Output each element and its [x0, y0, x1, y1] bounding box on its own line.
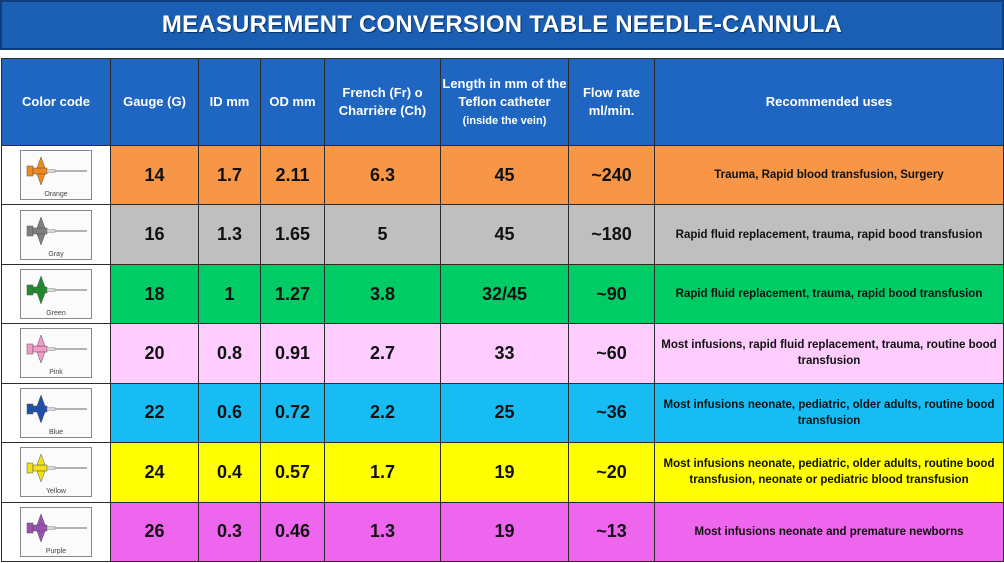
cannula-color-label: Yellow	[46, 488, 66, 496]
cannula-image: Orange	[20, 150, 92, 201]
cannula-icon	[26, 156, 87, 186]
recommended-uses-cell: Trauma, Rapid blood transfusion, Surgery	[654, 144, 1004, 206]
cannula-color-label: Gray	[48, 250, 64, 258]
od-cell: 0.46	[260, 501, 325, 563]
flow-rate-cell: ~60	[568, 323, 655, 384]
color-code-cell: Pink	[1, 323, 111, 384]
length-cell: 45	[440, 144, 569, 206]
table-row: Pink 20 0.8 0.91 2.7 33 ~60 Most infusions, rap…	[1, 323, 1004, 384]
french-cell: 3.8	[324, 263, 441, 325]
header-flow-rate: Flow rate ml/min.	[568, 58, 655, 146]
recommended-uses-cell: Most infusions, rapid fluid replacement,…	[654, 323, 1004, 384]
id-cell: 0.3	[198, 501, 261, 563]
table-row: Green 18 1 1.27 3.8 32/45 ~90 Rapid fluid repla…	[1, 263, 1004, 325]
gauge-cell: 24	[110, 442, 199, 503]
od-cell: 0.72	[260, 382, 325, 444]
gauge-cell: 16	[110, 204, 199, 265]
length-cell: 33	[440, 323, 569, 384]
color-code-cell: Gray	[1, 204, 111, 265]
color-code-cell: Blue	[1, 382, 111, 444]
header-id: ID mm	[198, 58, 261, 146]
recommended-uses-cell: Most infusions neonate, pediatric, older…	[654, 442, 1004, 503]
cannula-icon	[26, 453, 87, 484]
flow-rate-cell: ~180	[568, 204, 655, 265]
flow-rate-cell: ~20	[568, 442, 655, 503]
header-recommended-uses: Recommended uses	[654, 58, 1004, 146]
french-cell: 5	[324, 204, 441, 265]
color-code-cell: Green	[1, 263, 111, 325]
cannula-color-label: Green	[46, 310, 66, 318]
cannula-image: Gray	[20, 209, 92, 260]
od-cell: 1.65	[260, 204, 325, 265]
cannula-icon	[26, 513, 87, 543]
cannula-icon	[26, 334, 87, 365]
french-cell: 1.3	[324, 501, 441, 563]
cannula-icon	[26, 394, 87, 424]
id-cell: 1.3	[198, 204, 261, 265]
cannula-icon	[26, 275, 87, 305]
length-cell: 45	[440, 204, 569, 265]
cannula-icon	[26, 215, 87, 246]
id-cell: 0.4	[198, 442, 261, 503]
recommended-uses-cell: Most infusions neonate and premature new…	[654, 501, 1004, 563]
page-title: MEASUREMENT CONVERSION TABLE NEEDLE-CANN…	[161, 11, 843, 38]
french-cell: 2.7	[324, 323, 441, 384]
header-color-code: Color code	[1, 58, 111, 146]
cannula-color-label: Blue	[48, 428, 63, 436]
table-row: Blue 22 0.6 0.72 2.2 25 ~36 Most infusions neon…	[1, 382, 1004, 444]
cannula-image: Blue	[20, 387, 92, 438]
header-french: French (Fr) o Charrière (Ch)	[324, 58, 441, 146]
od-cell: 0.57	[260, 442, 325, 503]
gauge-cell: 26	[110, 501, 199, 563]
flow-rate-cell: ~13	[568, 501, 655, 563]
length-cell: 19	[440, 442, 569, 503]
header-gauge: Gauge (G)	[110, 58, 199, 146]
header-length-note: (inside the vein)	[462, 114, 547, 127]
header-od: OD mm	[260, 58, 325, 146]
cannula-image: Green	[20, 269, 92, 320]
flow-rate-cell: ~90	[568, 263, 655, 325]
flow-rate-cell: ~36	[568, 382, 655, 444]
table-row: Purple 26 0.3 0.46 1.3 19 ~13 Most infusions ne…	[1, 501, 1004, 563]
color-code-cell: Purple	[1, 501, 111, 563]
cannula-image: Yellow	[20, 447, 92, 498]
color-code-cell: Orange	[1, 144, 111, 206]
cannula-image: Pink	[20, 328, 92, 379]
french-cell: 2.2	[324, 382, 441, 444]
table-row: Orange 14 1.7 2.11 6.3 45 ~240 Trauma, Rapid bl…	[1, 144, 1004, 206]
french-cell: 6.3	[324, 144, 441, 206]
header-row: Color code Gauge (G) ID mm OD mm French …	[1, 58, 1004, 146]
table-row: Gray 16 1.3 1.65 5 45 ~180 Rapid fluid replacem…	[1, 204, 1004, 265]
title-bar: MEASUREMENT CONVERSION TABLE NEEDLE-CANN…	[0, 0, 1004, 50]
flow-rate-cell: ~240	[568, 144, 655, 206]
gauge-cell: 20	[110, 323, 199, 384]
recommended-uses-cell: Most infusions neonate, pediatric, older…	[654, 382, 1004, 444]
od-cell: 2.11	[260, 144, 325, 206]
conversion-table: Color code Gauge (G) ID mm OD mm French …	[1, 58, 1004, 563]
cannula-color-label: Orange	[44, 191, 68, 199]
length-cell: 32/45	[440, 263, 569, 325]
id-cell: 0.8	[198, 323, 261, 384]
cannula-color-label: Purple	[45, 547, 67, 555]
length-cell: 25	[440, 382, 569, 444]
od-cell: 0.91	[260, 323, 325, 384]
id-cell: 1	[198, 263, 261, 325]
id-cell: 1.7	[198, 144, 261, 206]
gauge-cell: 18	[110, 263, 199, 325]
length-cell: 19	[440, 501, 569, 563]
gauge-cell: 22	[110, 382, 199, 444]
header-length-main: Length in mm of the Teflon catheter	[442, 75, 567, 109]
color-code-cell: Yellow	[1, 442, 111, 503]
recommended-uses-cell: Rapid fluid replacement, trauma, rapid b…	[654, 204, 1004, 265]
id-cell: 0.6	[198, 382, 261, 444]
gauge-cell: 14	[110, 144, 199, 206]
table-row: Yellow 24 0.4 0.57 1.7 19 ~20 Most infusions ne…	[1, 442, 1004, 503]
header-length: Length in mm of the Teflon catheter (ins…	[440, 58, 569, 146]
od-cell: 1.27	[260, 263, 325, 325]
french-cell: 1.7	[324, 442, 441, 503]
cannula-color-label: Pink	[49, 369, 63, 377]
recommended-uses-cell: Rapid fluid replacement, trauma, rapid b…	[654, 263, 1004, 325]
cannula-image: Purple	[20, 506, 92, 557]
